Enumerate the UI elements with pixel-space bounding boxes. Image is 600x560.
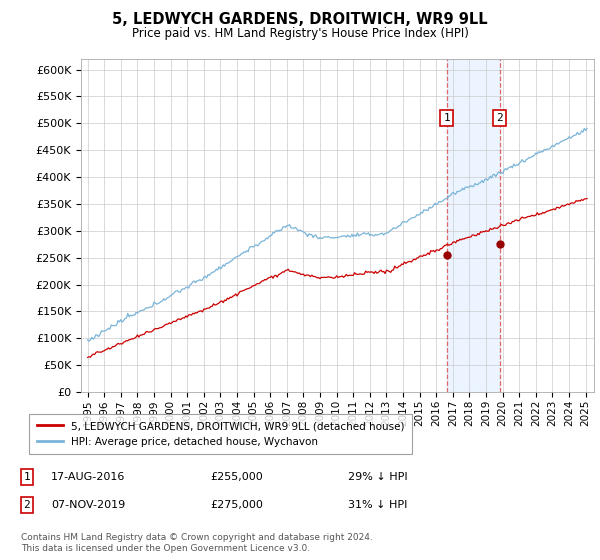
Text: £275,000: £275,000	[210, 500, 263, 510]
Text: 5, LEDWYCH GARDENS, DROITWICH, WR9 9LL: 5, LEDWYCH GARDENS, DROITWICH, WR9 9LL	[112, 12, 488, 27]
Legend: 5, LEDWYCH GARDENS, DROITWICH, WR9 9LL (detached house), HPI: Average price, det: 5, LEDWYCH GARDENS, DROITWICH, WR9 9LL (…	[29, 414, 412, 454]
Text: 29% ↓ HPI: 29% ↓ HPI	[348, 472, 407, 482]
Text: Price paid vs. HM Land Registry's House Price Index (HPI): Price paid vs. HM Land Registry's House …	[131, 27, 469, 40]
Text: Contains HM Land Registry data © Crown copyright and database right 2024.
This d: Contains HM Land Registry data © Crown c…	[21, 533, 373, 553]
Text: £255,000: £255,000	[210, 472, 263, 482]
Text: 17-AUG-2016: 17-AUG-2016	[51, 472, 125, 482]
Text: 1: 1	[443, 113, 450, 123]
Text: 07-NOV-2019: 07-NOV-2019	[51, 500, 125, 510]
Bar	[446, 59, 500, 392]
Text: 31% ↓ HPI: 31% ↓ HPI	[348, 500, 407, 510]
Text: 2: 2	[23, 500, 31, 510]
Text: 1: 1	[23, 472, 31, 482]
Text: 2: 2	[497, 113, 503, 123]
